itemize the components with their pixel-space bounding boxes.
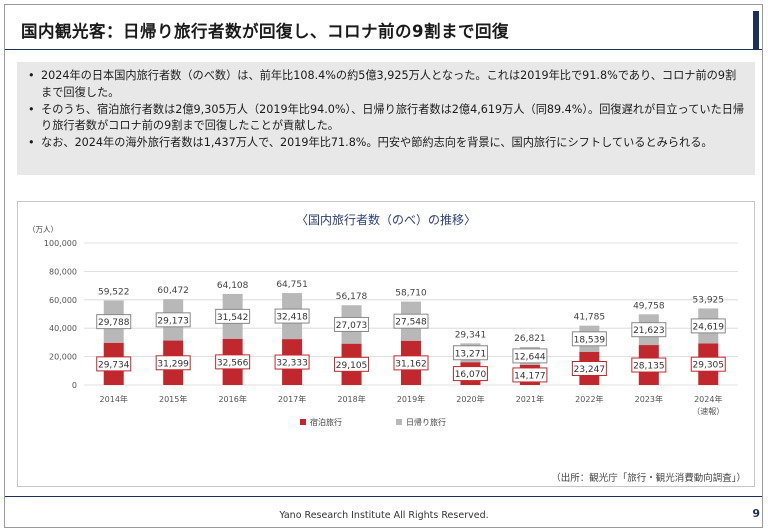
value-label-overnight: 32,566: [217, 358, 249, 368]
value-label-box-daytrip: [155, 312, 191, 328]
x-tick-label: 2021年: [516, 394, 544, 404]
value-label-box-overnight: [393, 355, 429, 371]
value-label-box-daytrip: [571, 331, 607, 347]
summary-bullet: 2024年の日本国内旅行者数（のべ数）は、前年比108.4%の約5億3,925万…: [27, 68, 745, 102]
value-label-box-overnight: [274, 354, 310, 370]
y-tick-label: 80,000: [49, 267, 77, 276]
value-label-daytrip: 12,644: [514, 352, 546, 362]
value-label-overnight: 16,070: [455, 370, 487, 380]
x-tick-label: 2019年: [397, 394, 425, 404]
value-label-daytrip: 13,271: [455, 349, 487, 359]
x-tick-label: 2017年: [278, 394, 306, 404]
value-label-overnight: 14,177: [514, 371, 546, 381]
y-tick-label: 40,000: [49, 324, 77, 333]
x-tick-label: 2022年: [575, 394, 603, 404]
title-bar: 国内観光客：日帰り旅行者数が回復し、コロナ前の9割まで回復: [5, 8, 762, 52]
legend-label-overnight: 宿泊旅行: [310, 417, 342, 427]
value-label-overnight: 23,247: [574, 365, 606, 375]
value-label-overnight: 29,305: [693, 361, 725, 371]
total-label: 41,785: [574, 313, 606, 323]
value-label-box-overnight: [215, 354, 251, 370]
value-label-daytrip: 31,542: [217, 313, 249, 323]
x-tick-label: 2023年: [635, 394, 663, 404]
chart-title: 〈国内旅行者数（のべ）の推移〉: [296, 212, 476, 227]
value-label-box-daytrip: [393, 313, 429, 329]
value-label-daytrip: 27,073: [336, 321, 368, 331]
value-label-daytrip: 18,539: [574, 335, 606, 345]
value-label-box-daytrip: [96, 314, 132, 330]
summary-bullet: そのうち、宿泊旅行者数は2億9,305万人（2019年比94.0%）、日帰り旅行…: [27, 102, 745, 136]
legend-swatch-overnight: [300, 419, 306, 425]
total-label: 26,821: [514, 334, 546, 344]
x-tick-note: （速報）: [692, 407, 724, 416]
source-note: （出所：観光庁「旅行・観光消費動向調査」）: [551, 473, 746, 484]
value-label-box-overnight: [571, 360, 607, 376]
value-label-box-daytrip: [512, 348, 548, 364]
title-accent-bar: [753, 11, 759, 49]
page-number: 9: [752, 507, 760, 520]
value-label-overnight: 29,105: [336, 361, 368, 371]
total-label: 64,108: [217, 281, 249, 291]
x-tick-label: 2020年: [456, 394, 484, 404]
value-label-box-daytrip: [631, 322, 667, 338]
value-label-box-overnight: [631, 357, 667, 373]
value-label-overnight: 32,333: [276, 359, 308, 369]
chart-frame: 〈国内旅行者数（のべ）の推移〉 （万人） 0 20,000 40,000 60,000 80…: [17, 201, 755, 487]
value-label-overnight: 31,162: [395, 359, 427, 369]
value-label-daytrip: 29,788: [98, 318, 130, 328]
value-label-box-daytrip: [690, 318, 726, 334]
y-axis-label: （万人）: [28, 225, 58, 234]
y-tick-label: 0: [72, 381, 77, 390]
value-label-box-daytrip: [452, 345, 488, 361]
value-label-box-overnight: [155, 355, 191, 371]
value-label-box-overnight: [690, 356, 726, 372]
slide-title: 国内観光客：日帰り旅行者数が回復し、コロナ前の9割まで回復: [21, 22, 509, 41]
summary-list: 2024年の日本国内旅行者数（のべ数）は、前年比108.4%の約5億3,925万…: [27, 68, 745, 152]
total-label: 56,178: [336, 292, 368, 302]
y-tick-label: 100,000: [44, 239, 77, 248]
value-label-daytrip: 29,173: [157, 316, 189, 326]
value-label-box-daytrip: [334, 316, 370, 332]
value-label-overnight: 28,135: [633, 362, 665, 372]
value-label-box-overnight: [512, 367, 548, 383]
value-label-daytrip: 32,418: [276, 313, 308, 323]
y-tick-label: 20,000: [49, 353, 77, 362]
footer-copyright: Yano Research Institute All Rights Reser…: [279, 510, 489, 521]
x-tick-label: 2014年: [100, 394, 128, 404]
x-tick-label: 2024年: [694, 394, 722, 404]
total-label: 53,925: [693, 295, 725, 305]
title-divider: [5, 49, 762, 50]
slide-frame: [4, 4, 763, 528]
stacked-bar-chart: 〈国内旅行者数（のべ）の推移〉 （万人） 0 20,000 40,000 60,000 80…: [28, 212, 738, 427]
total-label: 29,341: [455, 330, 487, 340]
x-tick-label: 2018年: [337, 394, 365, 404]
value-label-box-overnight: [96, 356, 132, 372]
legend-label-daytrip: 日帰り旅行: [406, 417, 446, 427]
total-label: 60,472: [157, 286, 189, 296]
value-label-box-overnight: [334, 356, 370, 372]
value-label-daytrip: 21,623: [633, 326, 665, 336]
value-label-overnight: 29,734: [98, 360, 130, 370]
x-tick-label: 2015年: [159, 394, 187, 404]
value-label-box-daytrip: [274, 308, 310, 324]
x-tick-label: 2016年: [218, 394, 246, 404]
summary-box: 2024年の日本国内旅行者数（のべ数）は、前年比108.4%の約5億3,925万…: [17, 62, 755, 175]
value-label-daytrip: 24,619: [693, 322, 725, 332]
value-label-overnight: 31,299: [157, 359, 189, 369]
footer-divider: [5, 496, 762, 497]
value-label-box-overnight: [452, 366, 488, 382]
total-label: 49,758: [633, 301, 665, 311]
y-tick-label: 60,000: [49, 296, 77, 305]
total-label: 58,710: [395, 289, 427, 299]
total-label: 64,751: [276, 280, 308, 290]
legend-swatch-daytrip: [396, 419, 402, 425]
value-label-box-daytrip: [215, 308, 251, 324]
total-label: 59,522: [98, 287, 129, 297]
summary-bullet: なお、2024年の海外旅行者数は1,437万人で、2019年比71.8%。円安や…: [27, 135, 745, 152]
value-label-daytrip: 27,548: [395, 318, 427, 328]
